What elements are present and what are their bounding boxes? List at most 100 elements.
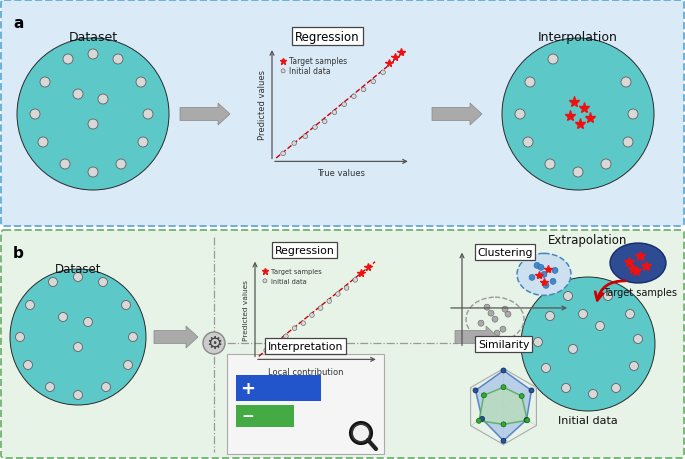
Circle shape <box>479 416 484 421</box>
Text: True values: True values <box>296 367 338 373</box>
Circle shape <box>473 388 478 393</box>
Circle shape <box>564 292 573 301</box>
Text: Regression: Regression <box>295 30 360 44</box>
Text: Dataset: Dataset <box>68 31 118 44</box>
Circle shape <box>113 55 123 65</box>
Circle shape <box>543 283 549 289</box>
Circle shape <box>524 417 529 422</box>
Circle shape <box>10 269 146 405</box>
Circle shape <box>353 425 369 441</box>
Circle shape <box>525 78 535 88</box>
Circle shape <box>336 292 340 297</box>
Circle shape <box>17 39 169 190</box>
Circle shape <box>327 299 332 304</box>
Text: Regression: Regression <box>275 246 334 256</box>
FancyArrow shape <box>455 326 498 348</box>
Circle shape <box>502 39 654 190</box>
Circle shape <box>101 383 110 392</box>
FancyBboxPatch shape <box>1 1 684 226</box>
Circle shape <box>545 312 554 321</box>
Text: b: b <box>13 246 24 260</box>
Circle shape <box>73 273 82 282</box>
Circle shape <box>88 168 98 178</box>
Circle shape <box>501 422 506 427</box>
Circle shape <box>505 312 511 318</box>
Circle shape <box>484 304 490 310</box>
Circle shape <box>534 338 543 347</box>
Text: +: + <box>240 379 256 397</box>
Circle shape <box>634 335 643 344</box>
Text: Clustering: Clustering <box>477 247 533 257</box>
Circle shape <box>541 272 547 278</box>
Circle shape <box>116 160 126 170</box>
Circle shape <box>501 385 506 390</box>
Circle shape <box>353 278 358 283</box>
Circle shape <box>310 313 314 318</box>
Circle shape <box>588 390 597 398</box>
Circle shape <box>494 330 500 336</box>
Circle shape <box>143 110 153 120</box>
Circle shape <box>595 322 604 331</box>
Text: Initial data: Initial data <box>271 278 307 284</box>
Circle shape <box>538 265 544 271</box>
Circle shape <box>523 59 634 170</box>
Circle shape <box>121 301 131 310</box>
Circle shape <box>603 292 612 301</box>
Text: Interpretation: Interpretation <box>268 341 343 351</box>
Circle shape <box>58 313 68 322</box>
Circle shape <box>534 263 540 269</box>
Circle shape <box>42 302 113 373</box>
Polygon shape <box>475 371 532 441</box>
FancyArrow shape <box>432 104 482 126</box>
Circle shape <box>350 422 372 444</box>
Circle shape <box>488 310 494 316</box>
Circle shape <box>553 309 623 379</box>
Circle shape <box>482 393 486 398</box>
Circle shape <box>73 343 82 352</box>
Circle shape <box>73 391 82 400</box>
Circle shape <box>501 438 506 443</box>
Circle shape <box>569 345 577 354</box>
Circle shape <box>478 320 484 326</box>
Circle shape <box>263 279 267 283</box>
Text: ⚙: ⚙ <box>206 334 222 352</box>
Circle shape <box>23 361 32 369</box>
Circle shape <box>301 321 306 326</box>
Circle shape <box>621 78 631 88</box>
Circle shape <box>30 110 40 120</box>
Circle shape <box>625 310 634 319</box>
Text: True values: True values <box>317 169 365 178</box>
Circle shape <box>548 55 558 65</box>
Circle shape <box>579 310 588 319</box>
Circle shape <box>123 361 132 369</box>
Circle shape <box>550 279 556 285</box>
Circle shape <box>501 368 506 373</box>
Circle shape <box>49 278 58 287</box>
Circle shape <box>500 326 506 332</box>
Circle shape <box>63 55 73 65</box>
Circle shape <box>345 286 349 291</box>
Circle shape <box>542 364 551 373</box>
Circle shape <box>274 340 278 345</box>
Circle shape <box>88 120 98 130</box>
Circle shape <box>45 383 55 392</box>
FancyBboxPatch shape <box>227 354 384 454</box>
Circle shape <box>519 394 524 399</box>
Text: Target samples: Target samples <box>289 57 347 66</box>
Circle shape <box>332 111 337 115</box>
Circle shape <box>628 110 638 120</box>
Circle shape <box>38 59 149 170</box>
Circle shape <box>492 316 498 323</box>
Circle shape <box>66 88 120 141</box>
Circle shape <box>65 325 91 350</box>
Circle shape <box>552 268 558 274</box>
Text: Interpolation: Interpolation <box>538 31 618 44</box>
FancyArrow shape <box>180 104 230 126</box>
Circle shape <box>630 362 638 371</box>
Circle shape <box>551 88 605 141</box>
Circle shape <box>476 418 482 423</box>
Circle shape <box>564 321 612 368</box>
Circle shape <box>99 278 108 287</box>
Circle shape <box>564 101 593 129</box>
Circle shape <box>292 326 297 331</box>
